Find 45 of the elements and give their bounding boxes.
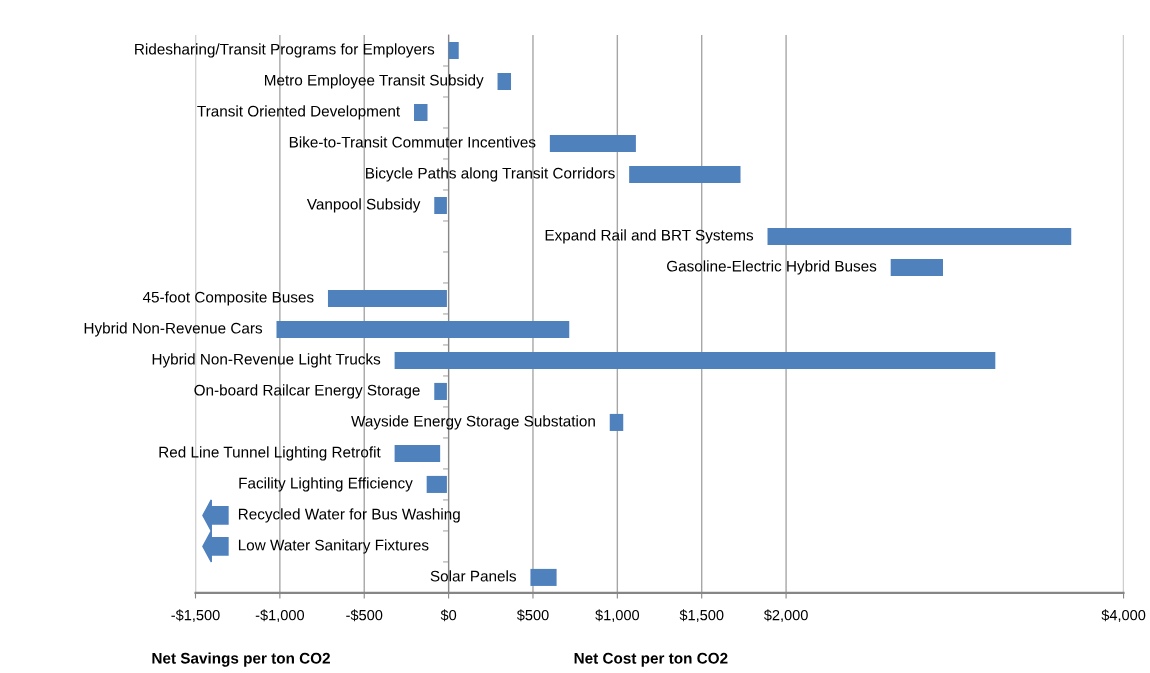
bar (394, 351, 996, 369)
bar (629, 165, 741, 183)
y-tick-label: Vanpool Subsidy (306, 198, 421, 213)
text: Net Cost per ton CO2 (574, 652, 728, 667)
y-tick-label: Bike-to-Transit Commuter Incentives (289, 136, 536, 148)
y-tick-label: On-board Railcar Energy Storage (194, 384, 420, 399)
y-tick-label: Facility Lighting Efficiency (239, 477, 413, 492)
y-tick-label: Ridesharing/Transit Programs for Employers (135, 43, 435, 58)
bar (414, 103, 428, 122)
y-tick-label: Hybrid Non-Revenue Light Trucks (152, 353, 381, 368)
y-tick-label: Red Line Tunnel Lighting Retrofit (159, 446, 381, 461)
bar (434, 196, 447, 214)
x-tick-label: $2,000 (763, 609, 808, 623)
x-tick-label: $500 (516, 609, 549, 622)
x-tick-label: $1,500 (679, 609, 724, 623)
y-tick-label: Bicycle Paths along Transit Corridors (366, 167, 615, 182)
x-tick-label: $1,000 (595, 609, 640, 623)
y-tick-label: Wayside Energy Storage Substation (351, 415, 595, 430)
y-tick-label: Recycled Water for Bus Washing (238, 508, 460, 523)
y-tick-label: Transit Oriented Development (197, 105, 401, 120)
bar (426, 475, 447, 493)
bar (890, 258, 943, 276)
y-tick-label: Hybrid Non-Revenue Cars (84, 322, 263, 337)
x-tick-label: -$500 (346, 609, 383, 622)
y-tick-label: Low Water Sanitary Fixtures (238, 539, 429, 554)
x-tick-label: $4,000 (1101, 609, 1146, 623)
bar (327, 289, 447, 307)
bar (767, 227, 1072, 245)
bar (609, 413, 624, 431)
bar (448, 41, 459, 60)
x-tick-label: $0 (440, 609, 457, 622)
bar (530, 568, 557, 586)
bar (549, 134, 636, 152)
bar (394, 444, 441, 462)
y-tick-label: 45-foot Composite Buses (142, 291, 314, 306)
bar (497, 72, 512, 91)
x-tick-label: -$1,000 (255, 609, 305, 623)
bar (276, 320, 570, 338)
x-tick-label: -$1,500 (171, 609, 220, 623)
text: Net Savings per ton CO2 (152, 652, 330, 667)
y-tick-label: Solar Panels (430, 570, 516, 582)
y-tick-label: Gasoline-Electric Hybrid Buses (667, 260, 877, 275)
bar (434, 382, 447, 400)
y-tick-label: Expand Rail and BRT Systems (545, 229, 754, 244)
y-tick-label: Metro Employee Transit Subsidy (264, 74, 484, 89)
